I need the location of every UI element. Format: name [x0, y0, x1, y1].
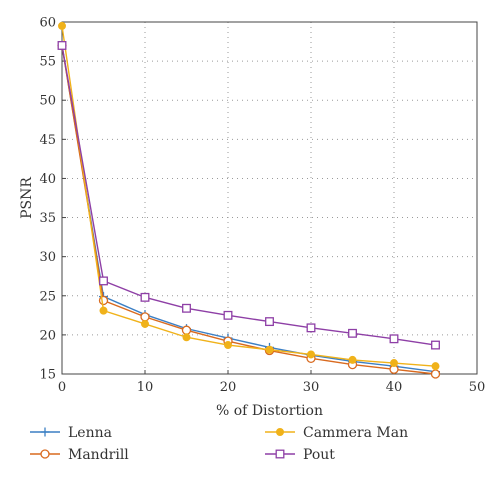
y-tick-label: 15: [39, 368, 56, 383]
filled-circle-marker: [431, 362, 440, 371]
filled-circle-marker: [307, 350, 315, 359]
square-marker: [275, 449, 285, 459]
y-tick-label: 50: [39, 94, 56, 109]
filled-circle-marker: [265, 345, 274, 354]
legend-item-pout: Pout: [265, 447, 335, 463]
filled-circle-marker: [224, 341, 232, 350]
y-tick-label: 40: [39, 172, 56, 187]
grid-lines: [62, 22, 477, 374]
filled-circle-marker: [390, 359, 398, 368]
square-marker: [99, 276, 108, 286]
series-line: [61, 25, 436, 367]
series-line: [61, 45, 436, 373]
y-tick-label: 25: [39, 289, 56, 304]
square-marker: [348, 328, 357, 338]
circle-marker: [181, 325, 192, 335]
legend-label: Pout: [303, 447, 335, 463]
y-tick-label: 20: [39, 328, 56, 343]
x-tick-label: 0: [58, 380, 66, 395]
plot-frame: [61, 21, 478, 375]
square-marker: [431, 340, 440, 350]
x-axis-ticks: 0 10 20 30 40 50: [58, 370, 485, 395]
square-marker: [306, 323, 316, 333]
legend-label: Mandrill: [68, 447, 129, 463]
square-marker: [57, 41, 67, 50]
y-tick-label: 60: [39, 16, 56, 31]
filled-circle-marker: [58, 21, 66, 30]
square-marker: [223, 310, 233, 320]
circle-marker: [430, 369, 441, 379]
square-marker: [140, 292, 150, 302]
legend-label: Cammera Man: [303, 425, 408, 441]
x-tick-label: 40: [386, 380, 403, 395]
circle-marker: [140, 312, 150, 322]
x-tick-label: 10: [137, 380, 154, 395]
y-tick-label: 35: [39, 211, 56, 226]
y-tick-label: 55: [39, 55, 56, 70]
legend-item-mandrill: Mandrill: [30, 447, 129, 463]
y-axis-title: PSNR: [19, 177, 35, 219]
series-mandrill: [57, 40, 441, 379]
square-marker: [389, 334, 399, 344]
series-lenna: [57, 40, 440, 377]
series-line: [61, 45, 436, 375]
filled-circle-marker: [99, 306, 108, 315]
x-tick-label: 50: [469, 380, 486, 395]
y-tick-label: 45: [39, 133, 56, 148]
x-axis-title: % of Distortion: [216, 403, 323, 419]
legend-item-lenna: Lenna: [30, 425, 112, 441]
y-tick-label: 30: [39, 250, 56, 265]
legend-label: Lenna: [68, 425, 112, 441]
filled-circle-marker: [348, 355, 357, 364]
filled-circle-marker: [141, 319, 149, 328]
square-marker: [182, 303, 191, 313]
circle-marker: [98, 295, 109, 306]
legend: Lenna Mandrill Cammera Man Pout: [30, 425, 408, 463]
square-marker: [265, 317, 274, 327]
legend-item-cammera-man: Cammera Man: [265, 425, 408, 441]
series-layer: [57, 21, 441, 379]
x-tick-label: 20: [220, 380, 237, 395]
circle-marker: [40, 449, 50, 459]
y-axis-ticks: 15 20 25 30 35 40 45 50 55 60: [39, 16, 66, 383]
series-cammera-man: [58, 21, 440, 371]
series-line: [61, 45, 436, 346]
filled-circle-marker: [276, 428, 284, 436]
filled-circle-marker: [182, 333, 191, 342]
series-pout: [57, 41, 440, 350]
x-tick-label: 30: [303, 380, 320, 395]
